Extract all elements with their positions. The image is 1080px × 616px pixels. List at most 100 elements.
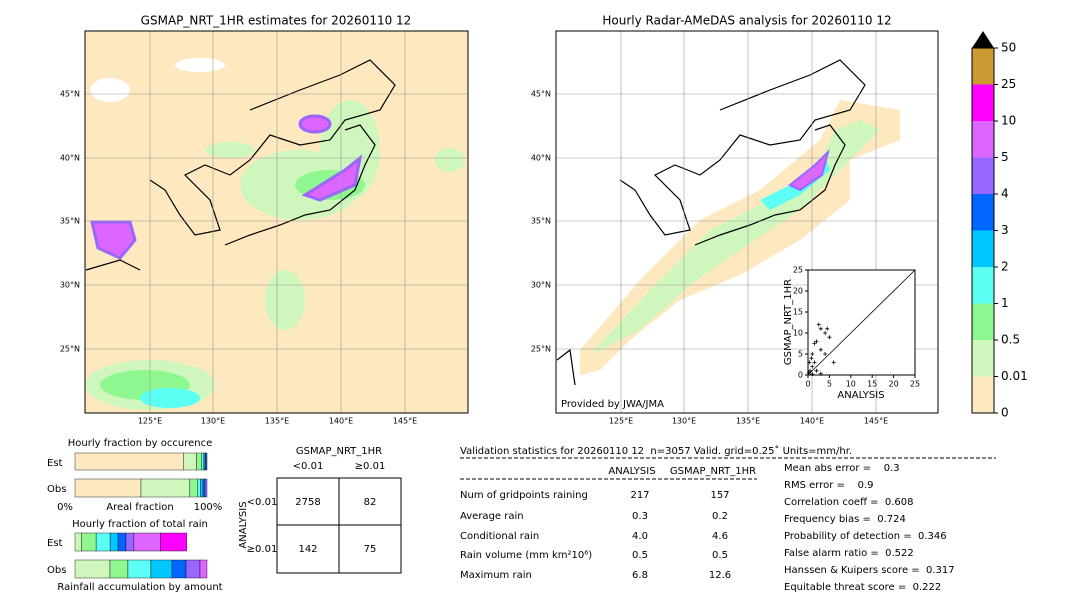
stat-value: 217: [630, 490, 649, 501]
stat-value: 0.5: [712, 550, 728, 561]
row-head: ≥0.01: [247, 544, 278, 555]
scatter-point: [814, 368, 819, 373]
y-tick-label: 25: [793, 266, 803, 275]
fraction-segment: [133, 532, 161, 552]
fraction-segment: [109, 559, 129, 579]
scatter-point: [809, 356, 814, 361]
row-label: Obs: [47, 565, 66, 576]
credit: Provided by JWA/JMA: [561, 399, 664, 410]
y-tick-label: 15: [793, 308, 803, 317]
col-head: GSMAP_NRT_1HR: [670, 466, 756, 477]
fraction-segment: [74, 532, 82, 552]
colorbar-bin: [972, 267, 994, 304]
lat-label: 40°N: [60, 154, 80, 163]
x-tick-label: 10: [846, 380, 856, 389]
fraction-segment: [196, 452, 202, 471]
colorbar-bin: [972, 121, 994, 158]
colorbar-extend: [972, 31, 994, 48]
graticule: [85, 31, 468, 413]
validation-title: Validation statistics for 20260110 12 n=…: [460, 445, 852, 457]
scatter-point: [818, 371, 823, 376]
colorbar-bin: [972, 84, 994, 121]
scatter-point: [825, 326, 830, 331]
colorbar-label: 2: [1001, 260, 1009, 274]
scatter-point: [806, 370, 811, 375]
coastline: [85, 59, 396, 271]
stat-value: 0.2: [712, 511, 728, 522]
score: Correlation coeff = 0.608: [784, 497, 914, 508]
scatter-point: [810, 364, 815, 369]
lon-label: 125°E: [609, 417, 633, 426]
lon-label: 135°E: [736, 417, 760, 426]
row-title: ANALYSIS: [238, 501, 249, 548]
colorbar-label: 4: [1001, 187, 1009, 201]
colorbar-label: 1: [1001, 296, 1009, 310]
colorbar-bin: [972, 376, 994, 413]
fraction-segment: [81, 532, 97, 552]
colorbar-bin: [972, 194, 994, 231]
scatter-point: [827, 335, 832, 340]
lon-label: 140°E: [800, 417, 824, 426]
row-label: Est: [47, 458, 63, 469]
fraction-segment: [95, 532, 111, 552]
colorbar-bin: [972, 157, 994, 194]
lat-label: 30°N: [531, 281, 551, 290]
stat-value: 4.0: [632, 531, 648, 542]
colorbar-bin: [972, 303, 994, 340]
scatter-point: [807, 360, 812, 365]
x-tick-label: 5: [827, 380, 832, 389]
lat-label: 25°N: [531, 345, 551, 354]
stat-value: 12.6: [709, 570, 731, 581]
lon-label: 145°E: [393, 417, 417, 426]
fraction-segment: [200, 478, 204, 498]
score: Hanssen & Kuipers score = 0.317: [784, 565, 955, 576]
colorbar-bin: [972, 340, 994, 377]
colorbar-label: 50: [1001, 41, 1016, 55]
x-tick-label: 15: [867, 380, 877, 389]
fraction-segment: [202, 478, 206, 498]
lat-label: 40°N: [531, 154, 551, 163]
lat-label: 35°N: [531, 217, 551, 226]
panel-title: Hourly fraction of total rain: [72, 519, 208, 530]
precip-intense: [301, 154, 363, 202]
stat-value: 4.6: [712, 531, 728, 542]
scatter-point: [823, 331, 828, 335]
fraction-segment: [197, 478, 201, 498]
score: RMS error = 0.9: [784, 480, 874, 491]
stat-value: 6.8: [632, 570, 648, 581]
scatter-xlabel: ANALYSIS: [837, 390, 884, 401]
y-tick-label: 5: [798, 350, 803, 359]
col-head: ≥0.01: [355, 461, 386, 472]
lon-label: 130°E: [201, 417, 225, 426]
fraction-segment: [117, 532, 127, 552]
map-title: GSMAP_NRT_1HR estimates for 20260110 12: [141, 14, 412, 28]
scatter-point: [810, 372, 815, 377]
lat-label: 25°N: [60, 345, 80, 354]
lon-label: 125°E: [138, 417, 162, 426]
stat-label: Rain volume (mm km²10⁶): [460, 550, 592, 561]
score: Mean abs error = 0.3: [784, 463, 900, 474]
y-tick-label: 20: [793, 287, 803, 296]
fraction-segment: [171, 559, 187, 579]
scatter-point: [812, 341, 817, 346]
precip-heavy: [140, 388, 200, 408]
row-head: <0.01: [247, 497, 278, 508]
col-head: ANALYSIS: [608, 466, 655, 477]
colorbar-bin: [972, 48, 994, 85]
stat-label: Num of gridpoints raining: [460, 490, 588, 501]
fraction-segment: [201, 452, 204, 471]
colorbar-label: 0: [1001, 406, 1009, 420]
stat-value: 0.5: [632, 550, 648, 561]
scatter-point: [818, 347, 823, 352]
axis-label: Rainfall accumulation by amount: [57, 582, 222, 593]
colorbar-label: 0.5: [1001, 333, 1020, 347]
fraction-segment: [189, 478, 198, 498]
lat-label: 35°N: [60, 217, 80, 226]
coastline: [556, 59, 866, 386]
cell: 82: [364, 497, 377, 508]
scatter-point: [808, 368, 813, 373]
cell: 142: [298, 544, 317, 555]
precip-intense: [788, 148, 830, 192]
